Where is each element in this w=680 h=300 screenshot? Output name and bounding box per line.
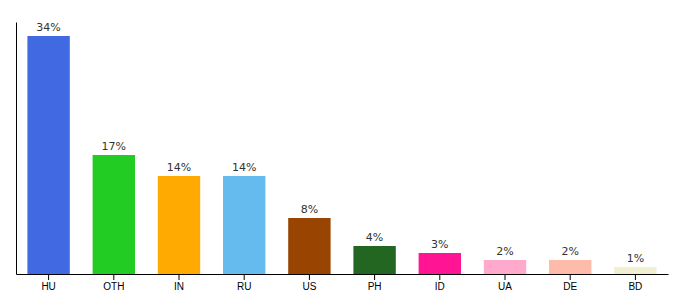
x-tick-mark	[48, 274, 49, 280]
data-labels: 34% 17% 14% 14% 8% 4% 3% 2% 2% 1%	[36, 21, 644, 265]
data-label: 34%	[36, 21, 60, 34]
bar	[484, 260, 526, 274]
data-label: 17%	[102, 140, 126, 153]
chart: HU OTH IN RU US PH ID UA DE BD 34% 17% 14% 14% 8% 4% 3% 2…	[0, 0, 680, 300]
x-tick-label: UA	[498, 281, 512, 292]
x-tick-label: IN	[174, 281, 184, 292]
x-tick-mark	[179, 274, 180, 280]
bars	[27, 36, 656, 274]
data-label: 14%	[232, 161, 256, 174]
bar	[27, 36, 69, 274]
x-tick-label: OTH	[103, 281, 124, 292]
bar	[614, 267, 656, 274]
x-tick-label: BD	[628, 281, 642, 292]
x-tick: ID	[435, 274, 445, 292]
x-tick-mark	[374, 274, 375, 280]
bar	[93, 155, 135, 274]
x-tick-mark	[635, 274, 636, 280]
data-label: 2%	[561, 245, 578, 258]
x-tick: HU	[41, 274, 55, 292]
x-tick: DE	[563, 274, 577, 292]
bar	[419, 253, 461, 274]
x-tick-label: DE	[563, 281, 577, 292]
x-tick-label: US	[302, 281, 316, 292]
x-tick: IN	[174, 274, 184, 292]
x-axis: HU OTH IN RU US PH ID UA DE BD	[17, 274, 669, 292]
x-tick: RU	[237, 274, 251, 292]
bar	[223, 176, 265, 274]
y-axis	[16, 23, 17, 275]
x-tick-mark	[309, 274, 310, 280]
x-tick-label: RU	[237, 281, 251, 292]
x-tick-mark	[244, 274, 245, 280]
bar	[158, 176, 200, 274]
data-label: 14%	[167, 161, 191, 174]
plot: HU OTH IN RU US PH ID UA DE BD 34% 17% 14% 14% 8% 4% 3% 2…	[17, 21, 669, 292]
x-tick-label: PH	[368, 281, 382, 292]
x-tick: UA	[498, 274, 512, 292]
x-tick: OTH	[103, 274, 124, 292]
x-tick: US	[302, 274, 316, 292]
bar	[549, 260, 591, 274]
x-tick: PH	[368, 274, 382, 292]
data-label: 4%	[366, 231, 383, 244]
x-tick-mark	[113, 274, 114, 280]
x-tick-mark	[439, 274, 440, 280]
x-tick-label: HU	[41, 281, 55, 292]
x-tick-label: ID	[435, 281, 445, 292]
x-tick-mark	[570, 274, 571, 280]
y-axis-line	[16, 23, 17, 275]
data-label: 2%	[496, 245, 513, 258]
bar	[288, 218, 330, 274]
x-tick: BD	[628, 274, 642, 292]
x-tick-mark	[505, 274, 506, 280]
data-label: 3%	[431, 238, 448, 251]
bar	[353, 246, 395, 274]
data-label: 8%	[301, 203, 318, 216]
data-label: 1%	[627, 252, 644, 265]
